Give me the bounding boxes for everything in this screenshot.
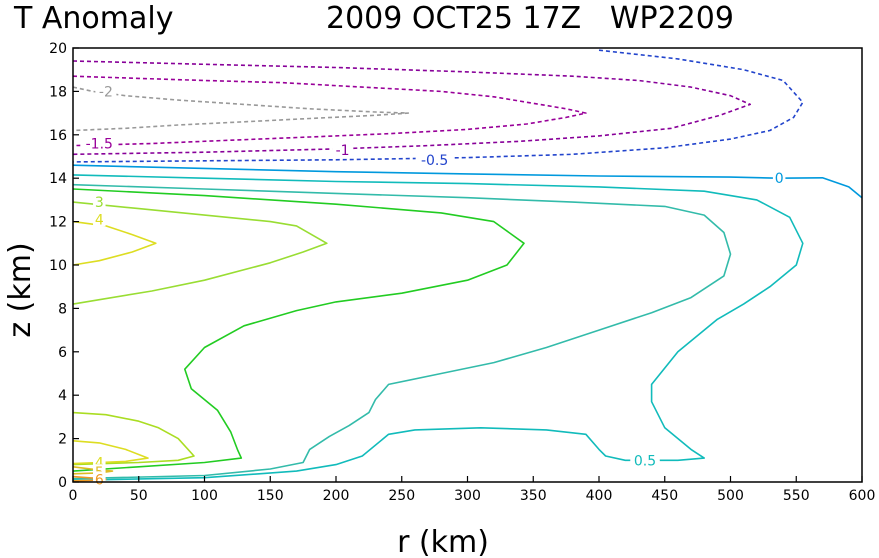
contour-line bbox=[72, 60, 751, 156]
contour-label: 6 bbox=[95, 472, 104, 488]
y-tick-label: 0 bbox=[58, 475, 67, 491]
x-tick-label: 0 bbox=[69, 488, 78, 504]
contour-line bbox=[72, 475, 107, 482]
contour-line bbox=[72, 86, 410, 132]
contour-label: 0.5 bbox=[634, 453, 656, 469]
contour-label-bg bbox=[95, 83, 117, 99]
contour-lines bbox=[72, 49, 863, 482]
y-axis-label: z (km) bbox=[3, 242, 38, 337]
contour-line bbox=[72, 183, 732, 480]
contour-label: -0.5 bbox=[421, 153, 448, 169]
y-tick-label: 18 bbox=[49, 84, 67, 100]
x-tick-label: 50 bbox=[130, 488, 148, 504]
x-tick-label: 250 bbox=[388, 488, 415, 504]
y-tick-label: 2 bbox=[58, 432, 67, 448]
chart-title-left: T Anomaly bbox=[13, 1, 173, 36]
x-tick-label: 300 bbox=[454, 488, 481, 504]
y-tick-label: 8 bbox=[58, 301, 67, 317]
contour-label-bg bbox=[772, 170, 786, 186]
contour-line bbox=[72, 174, 804, 482]
contour-label-bg bbox=[415, 151, 454, 167]
contour-label: -1 bbox=[336, 143, 350, 159]
x-tick-label: 100 bbox=[191, 488, 218, 504]
x-axis-label: r (km) bbox=[397, 525, 489, 558]
y-tick-label: 6 bbox=[58, 345, 67, 361]
contour-label: -2 bbox=[99, 84, 113, 100]
contour-label: 4 bbox=[95, 455, 104, 471]
contour-label-bg bbox=[332, 141, 354, 157]
contour-line bbox=[72, 201, 328, 305]
x-tick-label: 500 bbox=[717, 488, 744, 504]
x-tick-label: 450 bbox=[651, 488, 678, 504]
x-tick-label: 400 bbox=[586, 488, 613, 504]
contour-label: 3 bbox=[95, 195, 104, 211]
x-tick-label: 350 bbox=[520, 488, 547, 504]
plot-frame bbox=[72, 47, 863, 483]
y-tick-label: 10 bbox=[49, 258, 67, 274]
contour-line bbox=[72, 164, 863, 199]
y-tick-label: 20 bbox=[49, 41, 67, 57]
contour-line bbox=[72, 188, 525, 472]
contour-line bbox=[72, 75, 587, 147]
contour-line bbox=[72, 440, 149, 465]
y-tick-label: 16 bbox=[49, 128, 67, 144]
x-tick-label: 200 bbox=[323, 488, 350, 504]
x-tick-label: 550 bbox=[783, 488, 810, 504]
y-tick-label: 14 bbox=[49, 171, 67, 187]
contour-label: -1.5 bbox=[86, 136, 113, 152]
contour-label-bg bbox=[93, 194, 106, 210]
contour-label: 0 bbox=[775, 171, 784, 187]
contour-label-bg bbox=[630, 452, 660, 468]
contour-label: 4 bbox=[95, 212, 104, 228]
contour-line bbox=[72, 466, 114, 475]
contour-line bbox=[72, 411, 195, 466]
x-tick-label: 600 bbox=[849, 488, 876, 504]
contour-label-bg bbox=[80, 135, 119, 151]
contour-line bbox=[72, 49, 804, 163]
contour-line bbox=[72, 220, 157, 266]
y-axis-ticks: 0 2 4 6 8 10 12 14 16 18 20 bbox=[49, 41, 79, 491]
x-axis-ticks: 0 50 100 150 200 250 300 350 400 450 500 550 600 bbox=[69, 476, 876, 504]
chart-title-right: 2009 OCT25 17Z WP2209 bbox=[326, 1, 734, 36]
y-tick-label: 4 bbox=[58, 388, 67, 404]
y-tick-label: 12 bbox=[49, 215, 67, 231]
contour-label-bg bbox=[93, 211, 106, 227]
x-tick-label: 150 bbox=[257, 488, 284, 504]
contour-labels: -2-1.5-1-0.500.534456 bbox=[80, 83, 786, 488]
